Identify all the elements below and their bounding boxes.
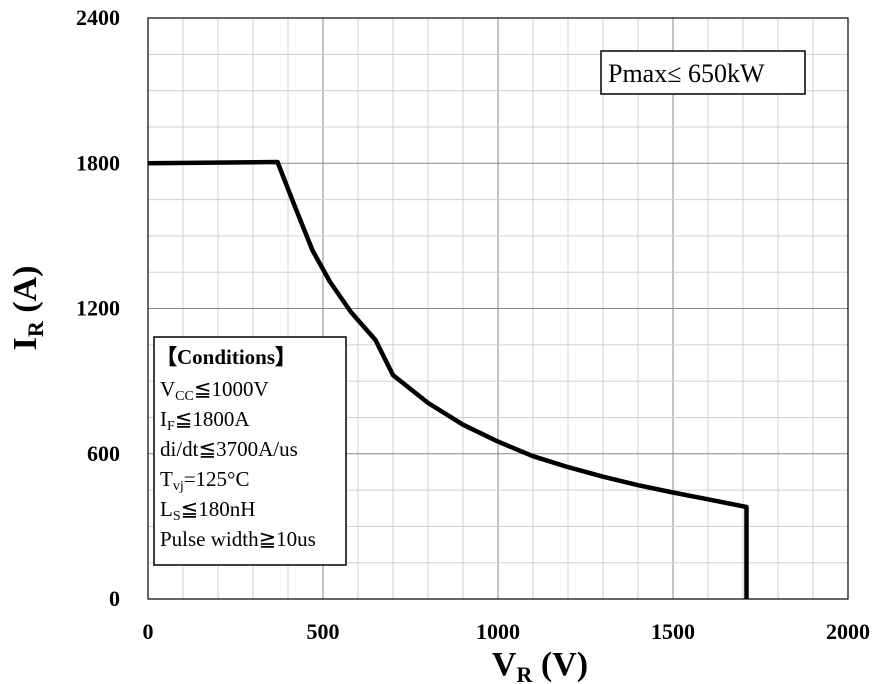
condition-line: VCC≦1000V (160, 377, 269, 404)
annotation-frame (600, 50, 806, 95)
y-axis-ticks: 0 600 1200 1800 2400 (76, 5, 120, 611)
y-axis-title: IR (A) (7, 266, 48, 351)
x-tick-label: 0 (143, 619, 154, 644)
plot-area-border (147, 17, 849, 600)
y-tick-label: 1800 (76, 150, 120, 175)
y-tick-label: 1200 (76, 296, 120, 321)
y-tick-label: 600 (87, 441, 120, 466)
x-tick-label: 2000 (826, 619, 870, 644)
x-axis-ticks: 0 500 1000 1500 2000 (143, 619, 871, 644)
condition-line: LS≦180nH (160, 497, 255, 524)
x-axis-title: VR (V) (492, 646, 588, 684)
conditions-title: 【Conditions】 (156, 345, 296, 369)
condition-line: di/dt≦3700A/us (160, 437, 298, 461)
x-tick-label: 500 (307, 619, 340, 644)
condition-line: Tvj=125°C (160, 467, 249, 494)
conditions-frame (153, 336, 347, 566)
grid (148, 18, 848, 599)
conditions-box: 【Conditions】 VCC≦1000V IF≦1800A di/dt≦3700… (153, 336, 347, 566)
condition-line: IF≦1800A (160, 407, 250, 434)
condition-line: Pulse width≧10us (160, 527, 316, 551)
y-tick-label: 0 (109, 586, 120, 611)
conditions-lines: VCC≦1000V IF≦1800A di/dt≦3700A/us Tvj=125°C… (160, 377, 316, 551)
annotation-text: Pmax≤ 650kW (608, 59, 765, 88)
annotation-box: Pmax≤ 650kW (600, 50, 806, 95)
x-tick-label: 1500 (651, 619, 695, 644)
y-tick-label: 2400 (76, 5, 120, 30)
x-tick-label: 1000 (476, 619, 520, 644)
series-line (147, 159, 749, 599)
